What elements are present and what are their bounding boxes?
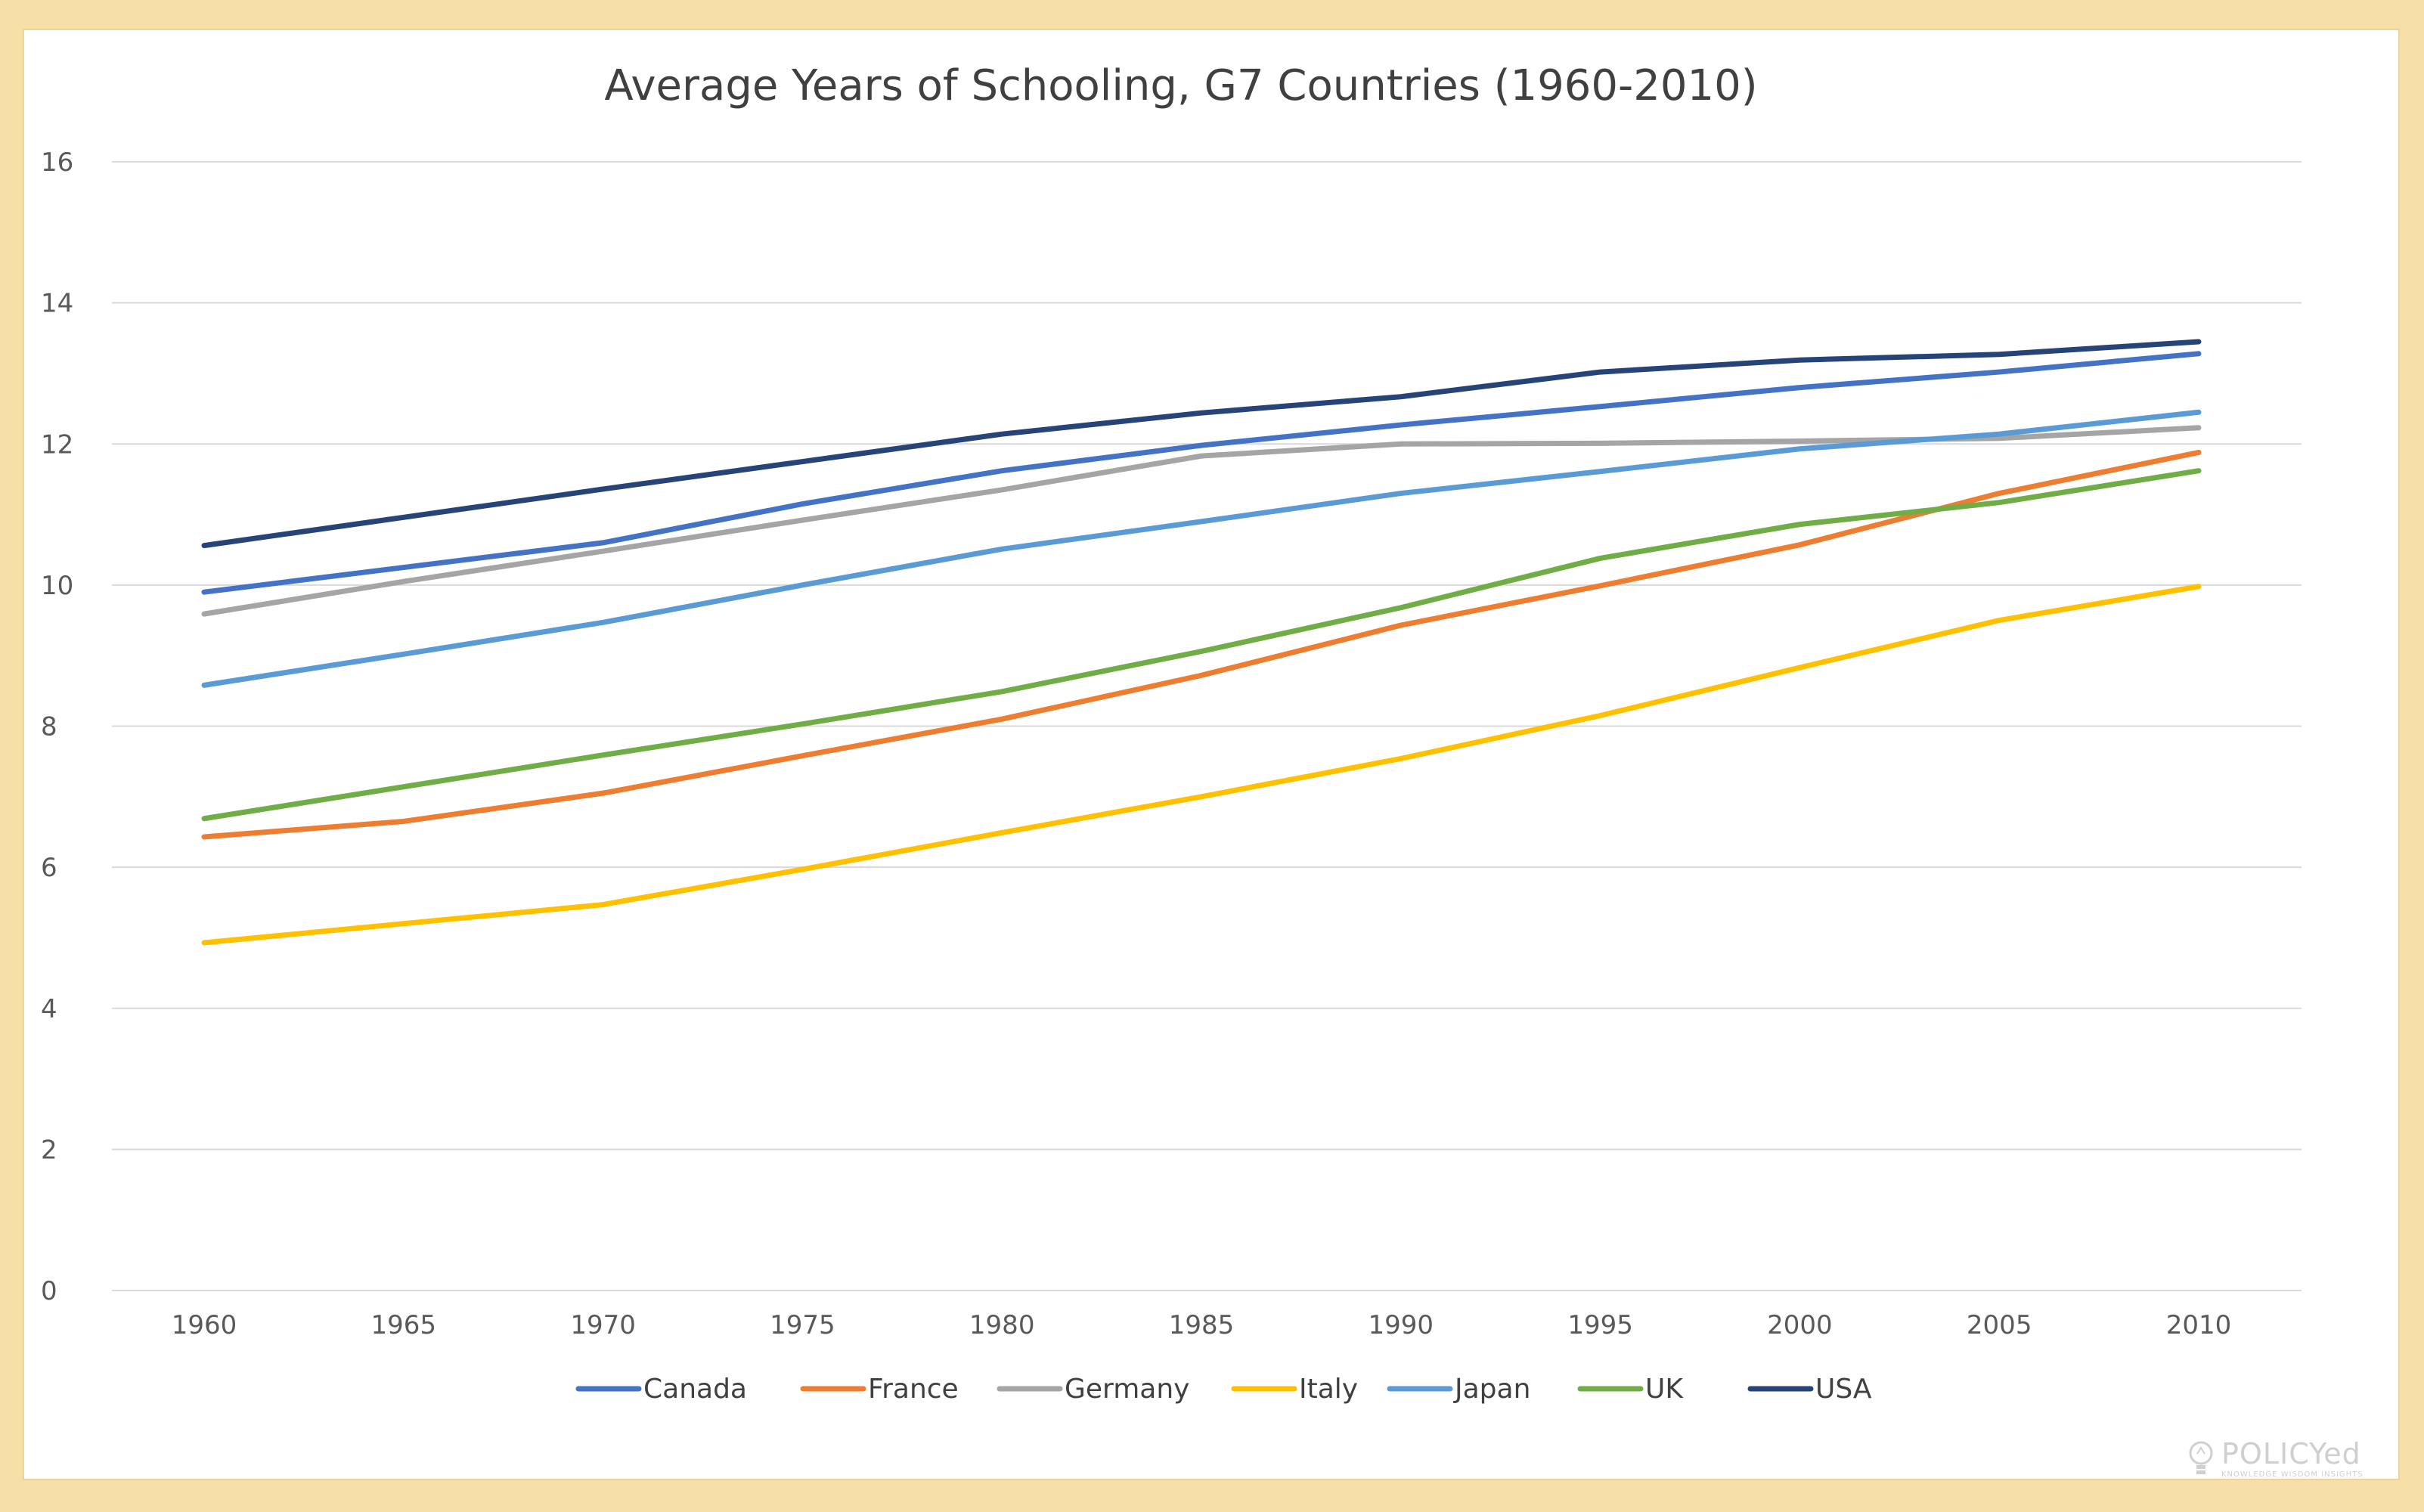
- x-tick-label: 1990: [1369, 1310, 1434, 1340]
- series-line-japan: [201, 409, 2202, 688]
- y-tick-label: 12: [41, 429, 73, 460]
- chart-frame: Average Years of Schooling, G7 Countries…: [24, 30, 2398, 1479]
- series-line-germany: [201, 425, 2202, 617]
- x-tick-label: 1965: [371, 1310, 437, 1340]
- x-tick-label: 1970: [570, 1310, 636, 1340]
- chart-title: Average Years of Schooling, G7 Countries…: [604, 61, 1757, 110]
- y-tick-label: 16: [41, 147, 73, 178]
- x-tick-label: 2000: [1767, 1310, 1833, 1340]
- y-tick-label: 2: [41, 1135, 57, 1165]
- logo-wordmark: POLICYed: [2221, 1437, 2361, 1470]
- x-axis-tick-labels: 1960 1965 1970 1975 1980 1985 1990 1995 2000 2005…: [172, 1310, 2232, 1340]
- y-tick-label: 8: [41, 712, 57, 742]
- x-tick-label: 2010: [2166, 1310, 2232, 1340]
- legend-label: USA: [1815, 1374, 1872, 1405]
- y-tick-label: 6: [41, 853, 57, 883]
- policyed-logo: POLICYed KNOWLEDGE WISDOM INSIGHTS: [2188, 1439, 2364, 1479]
- y-axis-tick-labels: 0 2 4 6 8 10 12 14 16: [41, 147, 73, 1306]
- x-tick-label: 1995: [1567, 1310, 1633, 1340]
- x-tick-label: 1960: [172, 1310, 237, 1340]
- series-line-france: [201, 449, 2202, 840]
- series-line-canada: [201, 351, 2202, 595]
- legend-label: Japan: [1453, 1374, 1530, 1405]
- lightbulb-icon: [2188, 1440, 2214, 1478]
- x-tick-label: 1975: [770, 1310, 835, 1340]
- legend-label: Germany: [1065, 1374, 1189, 1405]
- gridlines: [112, 161, 2302, 1291]
- y-tick-label: 0: [41, 1276, 57, 1306]
- y-tick-label: 4: [41, 994, 57, 1024]
- legend-label: France: [868, 1374, 959, 1405]
- line-chart: Average Years of Schooling, G7 Countries…: [41, 61, 2302, 1405]
- series-line-uk: [201, 468, 2202, 822]
- legend-label: UK: [1645, 1374, 1684, 1405]
- y-tick-label: 10: [41, 571, 73, 601]
- legend-label: Italy: [1299, 1374, 1358, 1405]
- logo-tagline: KNOWLEDGE WISDOM INSIGHTS: [2221, 1470, 2364, 1479]
- series-line-italy: [201, 584, 2202, 946]
- legend-label: Canada: [643, 1374, 747, 1405]
- legend: Canada France Germany Italy Japan UK USA: [575, 1374, 1872, 1405]
- series-lines: [201, 339, 2202, 946]
- series-line-usa: [201, 339, 2202, 549]
- x-tick-label: 1985: [1169, 1310, 1235, 1340]
- x-tick-label: 2005: [1967, 1310, 2032, 1340]
- y-tick-label: 14: [41, 289, 73, 319]
- x-tick-label: 1980: [969, 1310, 1035, 1340]
